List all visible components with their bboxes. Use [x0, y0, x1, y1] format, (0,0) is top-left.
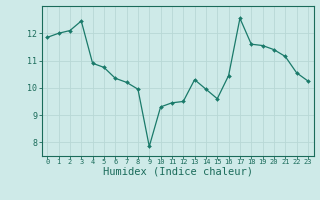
X-axis label: Humidex (Indice chaleur): Humidex (Indice chaleur) [103, 167, 252, 177]
